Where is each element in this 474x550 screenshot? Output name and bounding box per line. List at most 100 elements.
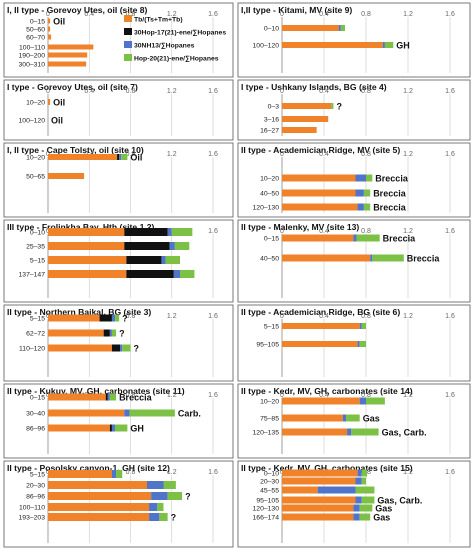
bar-segment xyxy=(157,503,164,511)
bar-segment xyxy=(99,314,112,322)
row-annotation: Gas xyxy=(373,512,390,522)
panel-title: I, II type - Gorevoy Utes, oil (site 8) xyxy=(7,5,148,15)
bar-segment xyxy=(361,477,366,485)
row-label: 5–15 xyxy=(264,324,279,331)
panel-title: II type - Kedr, MV, GH, carbonates (site… xyxy=(241,463,413,473)
panel-12: II type - Kedr, MV, GH, carbonates (site… xyxy=(237,383,471,459)
row-label: 0–15 xyxy=(264,236,279,243)
bar-segment xyxy=(48,44,94,50)
row-label: 40–50 xyxy=(260,256,279,263)
row-label: 0–3 xyxy=(268,104,280,111)
panel-title: II type - Posolsky canyon-1, GH (site 12… xyxy=(7,463,170,473)
bar-segment xyxy=(149,513,160,521)
bar-segment xyxy=(119,154,122,160)
bar-segment xyxy=(384,42,394,48)
bar-segment xyxy=(115,424,128,432)
tick-label: 0.8 xyxy=(126,88,136,95)
tick-label: 0.4 xyxy=(319,151,329,158)
row-label: 0–15 xyxy=(30,395,45,402)
row-label: 0–10 xyxy=(30,230,45,237)
tick-label: 0 xyxy=(46,88,50,95)
legend-label: 30NH13/∑Hopanes xyxy=(134,43,195,50)
row-label: 5–15 xyxy=(30,316,45,323)
bar-segment xyxy=(282,486,318,494)
bar-segment xyxy=(282,397,360,405)
row-label: 193–203 xyxy=(19,515,46,522)
tick-label: 1.6 xyxy=(208,313,218,320)
row-annotation: Breccia xyxy=(119,392,153,402)
row-label: 40–50 xyxy=(260,191,279,198)
row-label: 50–60 xyxy=(26,27,45,34)
row-label: 25–35 xyxy=(26,244,45,251)
row-label: 5–15 xyxy=(30,258,45,265)
bar-segment xyxy=(109,393,117,401)
bar-segment xyxy=(159,513,168,521)
bar-segment xyxy=(111,329,117,337)
panel-frame xyxy=(3,383,234,459)
bar-segment xyxy=(165,256,180,264)
tick-label: 0 xyxy=(46,11,50,18)
row-label: 10–20 xyxy=(26,100,45,107)
bar-segment xyxy=(357,203,364,211)
tick-label: 1.2 xyxy=(167,392,177,399)
row-label: 45–55 xyxy=(260,488,279,495)
bar-segment xyxy=(361,323,366,329)
bar-segment xyxy=(357,469,362,477)
bar-segment xyxy=(282,496,356,504)
row-label: 120–130 xyxy=(253,205,280,212)
tick-label: 0.8 xyxy=(361,392,371,399)
bar-segment xyxy=(363,203,371,211)
tick-label: 0.4 xyxy=(319,228,329,235)
bar-segment xyxy=(355,486,375,494)
tick-label: 1.2 xyxy=(167,88,177,95)
panel-title: I type - Gorevoy Utes, oil (site 7) xyxy=(7,82,138,92)
row-annotation: ? xyxy=(336,101,342,111)
tick-label: 1.2 xyxy=(403,228,413,235)
bar-segment xyxy=(366,397,385,405)
bar-segment xyxy=(48,154,118,160)
bar-segment xyxy=(48,481,147,489)
tick-label: 0.4 xyxy=(319,88,329,95)
bar-segment xyxy=(355,477,362,485)
bar-segment xyxy=(340,25,345,31)
row-label: 3–16 xyxy=(264,117,279,124)
bar-segment xyxy=(163,481,176,489)
row-label: 10–20 xyxy=(260,399,279,406)
bar-segment xyxy=(48,34,52,40)
legend: Tb/(Ts+Tm+Tb) 30Hop-17(21)-ene/∑Hopanes 30… xyxy=(124,15,226,63)
row-label: 95–105 xyxy=(256,498,279,505)
panel-title: III type - Frolinkha Bay, Hth (site 1,2) xyxy=(7,222,155,232)
row-label: 300–310 xyxy=(19,62,46,69)
row-label: 100–120 xyxy=(253,43,280,50)
bar-segment xyxy=(48,242,125,250)
tick-label: 0.8 xyxy=(361,313,371,320)
row-annotation: Breccia xyxy=(375,173,409,183)
legend-swatch xyxy=(124,15,132,22)
row-annotation: ? xyxy=(122,313,128,323)
legend-swatch xyxy=(124,28,132,35)
row-label: 10–20 xyxy=(260,176,279,183)
legend-swatch xyxy=(124,54,132,61)
bar-segment xyxy=(48,513,150,521)
panel-title: I, II type - Cape Tolsty, oil (site 10) xyxy=(7,145,144,155)
row-label: 110–120 xyxy=(19,346,45,353)
bar-segment xyxy=(149,503,158,511)
row-label: 166–174 xyxy=(253,515,280,522)
tick-label: 1.6 xyxy=(445,151,455,158)
row-label: 137–147 xyxy=(19,272,46,279)
bar-segment xyxy=(109,329,112,337)
bar-segment xyxy=(282,174,356,182)
bar-segment xyxy=(359,323,362,329)
row-label: 190–200 xyxy=(19,53,46,60)
row-label: 100–120 xyxy=(19,118,46,125)
tick-label: 0.4 xyxy=(84,11,94,18)
bar-segment xyxy=(129,409,175,417)
bar-segment xyxy=(282,323,360,329)
panel-8: II type - Malenky, MV (site 13)0 0.4 0.8 1.… xyxy=(237,219,471,303)
row-annotation: Gas, Carb. xyxy=(377,495,422,505)
panel-5: I, II type - Cape Tolsty, oil (site 10)0… xyxy=(3,142,234,218)
row-annotation: GH xyxy=(396,40,410,50)
tick-label: 0 xyxy=(280,392,284,399)
tick-label: 0.8 xyxy=(126,392,136,399)
panel-10: II type - Academician Ridge, BG (site 6)… xyxy=(237,304,471,382)
